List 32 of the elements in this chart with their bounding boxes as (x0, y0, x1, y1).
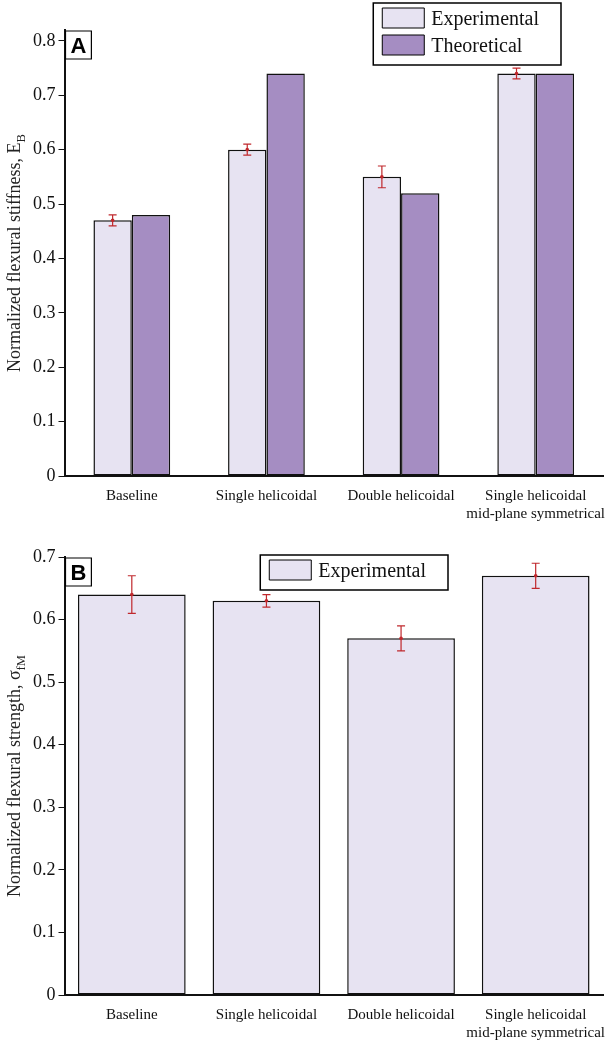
legend-label: Experimental (318, 559, 427, 582)
y-tick-label: 0.4 (33, 733, 56, 754)
y-tick-label: 0 (46, 464, 56, 485)
y-tick-label: 0.7 (33, 545, 56, 566)
y-axis-title: Normalized flexural strength, σfM (4, 654, 29, 898)
legend-label: Experimental (431, 7, 540, 30)
y-tick-label: 0.5 (33, 670, 56, 691)
legend-label: Theoretical (431, 34, 523, 56)
x-tick-label: Baseline (105, 486, 158, 503)
y-axis-title: Normalized flexural stiffness, EB (4, 134, 29, 372)
y-tick-label: 0.4 (33, 247, 56, 268)
x-tick-label: Double helicoidal (347, 486, 455, 503)
y-tick-label: 0.1 (33, 921, 56, 942)
y-tick-label: 0.3 (33, 796, 56, 817)
y-tick-label: 0.2 (33, 355, 56, 376)
y-tick-label: 0.3 (33, 301, 56, 322)
x-tick-label: Single helicoidal mid-plane symmetrical (466, 1005, 606, 1040)
y-tick-label: 0.8 (33, 29, 56, 50)
x-tick-label: Single helicoidal (215, 1005, 318, 1022)
x-tick-label: Double helicoidal (347, 1005, 455, 1022)
y-tick-label: 0.2 (33, 858, 56, 879)
x-tick-label: Single helicoidal mid-plane symmetrical (466, 486, 606, 521)
y-tick-label: 0 (46, 983, 56, 1004)
y-tick-label: 0.7 (33, 84, 56, 104)
y-tick-label: 0.5 (33, 192, 56, 213)
x-tick-label: Baseline (105, 1005, 158, 1022)
y-tick-label: 0.6 (33, 138, 56, 159)
x-tick-label: Single helicoidal (215, 486, 318, 503)
annotation: A (70, 33, 87, 58)
y-tick-label: 0.6 (33, 608, 56, 629)
annotation: B (70, 560, 87, 585)
y-tick-label: 0.1 (33, 410, 56, 431)
